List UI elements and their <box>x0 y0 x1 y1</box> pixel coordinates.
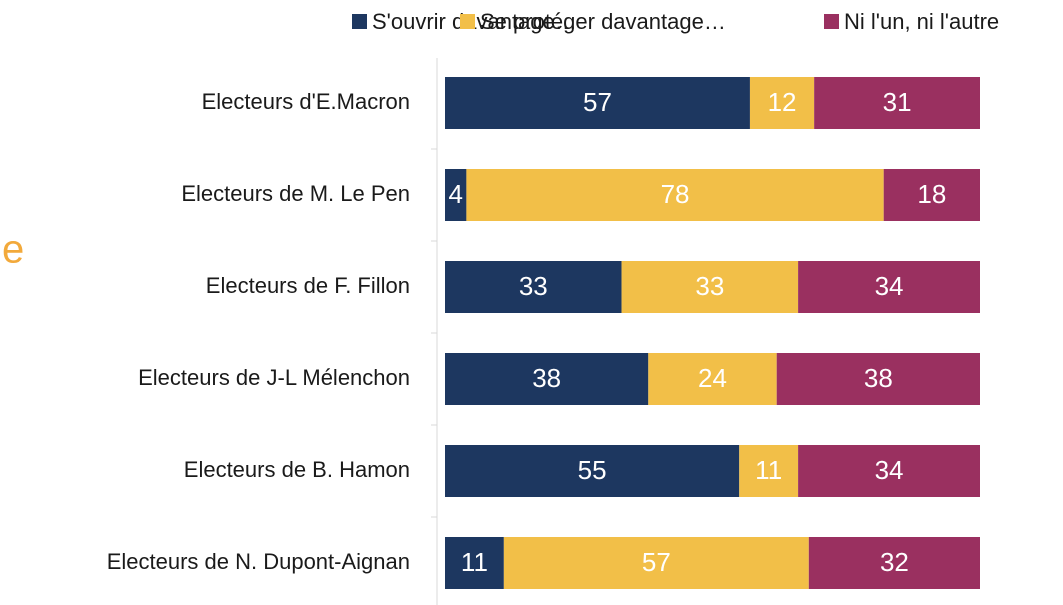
bar-segment <box>798 445 980 497</box>
data-label: 78 <box>661 179 690 209</box>
category-label: Electeurs de N. Dupont-Aignan <box>107 549 410 574</box>
bar-segment <box>445 77 750 129</box>
data-label: 34 <box>875 271 904 301</box>
bar-segment <box>739 445 799 497</box>
bar-segment <box>776 353 980 405</box>
data-label: 33 <box>519 271 548 301</box>
data-label: 38 <box>864 363 893 393</box>
bar-segment <box>808 537 980 589</box>
legend-swatch <box>824 14 839 29</box>
category-label: Electeurs de M. Le Pen <box>181 181 410 206</box>
legend-swatch <box>352 14 367 29</box>
data-label: 55 <box>578 455 607 485</box>
bar-segment <box>749 77 815 129</box>
category-label: Electeurs d'E.Macron <box>202 89 410 114</box>
legend-label: Ni l'un, ni l'autre <box>844 9 999 34</box>
data-label: 4 <box>448 179 462 209</box>
bar-segment <box>466 169 884 221</box>
data-label: 12 <box>768 87 797 117</box>
category-label: Electeurs de F. Fillon <box>206 273 410 298</box>
data-label: 31 <box>883 87 912 117</box>
bar-segment <box>883 169 980 221</box>
legend-label: Se protéger davantage… <box>480 9 726 34</box>
data-label: 57 <box>583 87 612 117</box>
bar-segment <box>445 169 467 221</box>
data-label: 34 <box>875 455 904 485</box>
data-label: 33 <box>695 271 724 301</box>
data-label: 57 <box>642 547 671 577</box>
data-label: 11 <box>755 455 782 485</box>
data-label: 38 <box>532 363 561 393</box>
data-label: 24 <box>698 363 727 393</box>
category-label: Electeurs de J-L Mélenchon <box>138 365 410 390</box>
data-label: 18 <box>917 179 946 209</box>
data-label: 11 <box>461 547 488 577</box>
category-label: Electeurs de B. Hamon <box>184 457 410 482</box>
bar-segment <box>445 261 622 313</box>
bar-segment <box>814 77 980 129</box>
bar-segment <box>648 353 777 405</box>
bar-segment <box>798 261 980 313</box>
bar-segment <box>621 261 799 313</box>
annotation: e <box>2 228 24 272</box>
bar-segment <box>445 353 649 405</box>
bar-segment <box>503 537 809 589</box>
data-label: 32 <box>880 547 909 577</box>
legend-swatch <box>460 14 475 29</box>
bar-segment <box>445 537 504 589</box>
bar-segment <box>445 445 740 497</box>
